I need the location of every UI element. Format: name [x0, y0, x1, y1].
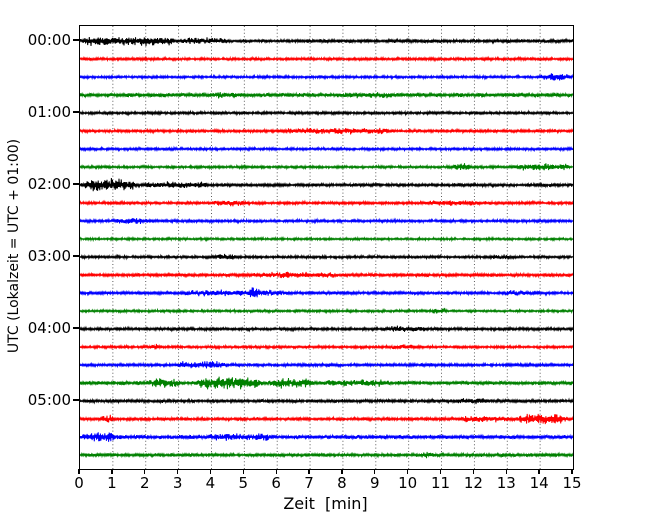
trace-03:30 — [80, 287, 573, 298]
x-tick-12 — [472, 469, 475, 474]
x-tick-9 — [374, 469, 376, 474]
trace-04:45 — [80, 376, 573, 390]
x-tick-0 — [78, 469, 80, 474]
x-tick-6 — [275, 469, 277, 474]
y-tick-03:00 — [73, 255, 79, 257]
x-tick-11 — [439, 469, 442, 474]
x-tick-2 — [144, 469, 146, 474]
x-tick-label-8: 8 — [337, 474, 347, 492]
trace-02:30 — [80, 217, 573, 225]
y-hour-label-02:00: 02:00 — [27, 175, 71, 193]
trace-00:45 — [80, 91, 573, 99]
trace-01:00 — [80, 109, 573, 117]
trace-03:45 — [80, 307, 573, 315]
y-hour-label-01:00: 01:00 — [27, 103, 71, 121]
seismogram-traces — [80, 26, 573, 469]
y-hour-label-00:00: 00:00 — [27, 31, 71, 49]
plot-area — [79, 25, 574, 470]
x-tick-label-4: 4 — [205, 474, 216, 492]
trace-00:30 — [80, 73, 573, 81]
x-tick-10 — [406, 469, 409, 474]
x-tick-label-13: 13 — [496, 474, 516, 492]
x-tick-label-6: 6 — [271, 474, 281, 492]
x-tick-5 — [242, 469, 245, 474]
trace-01:45 — [80, 163, 573, 171]
x-tick-label-14: 14 — [529, 474, 549, 492]
x-tick-4 — [209, 469, 212, 474]
x-tick-8 — [341, 469, 343, 474]
x-tick-label-9: 9 — [370, 474, 380, 492]
x-tick-label-5: 5 — [238, 474, 249, 492]
trace-04:30 — [80, 361, 573, 369]
y-tick-05:00 — [73, 399, 79, 401]
x-tick-label-7: 7 — [304, 474, 314, 492]
trace-04:00 — [80, 325, 573, 333]
y-hour-label-05:00: 05:00 — [27, 391, 71, 409]
trace-00:15 — [80, 55, 573, 63]
trace-02:00 — [80, 177, 573, 192]
x-tick-14 — [538, 469, 540, 474]
trace-01:15 — [80, 127, 573, 135]
trace-04:15 — [80, 343, 573, 351]
x-tick-label-2: 2 — [139, 474, 150, 492]
trace-03:15 — [80, 271, 573, 279]
trace-02:15 — [80, 199, 573, 207]
y-tick-01:00 — [73, 111, 79, 113]
x-tick-label-1: 1 — [107, 474, 117, 492]
y-tick-04:00 — [73, 327, 79, 329]
trace-00:00 — [80, 37, 573, 47]
x-tick-label-0: 0 — [74, 474, 84, 492]
x-tick-label-12: 12 — [463, 474, 483, 492]
trace-03:00 — [80, 253, 573, 261]
y-hour-label-04:00: 04:00 — [27, 319, 71, 337]
x-tick-1 — [111, 469, 113, 474]
x-tick-15 — [571, 469, 573, 474]
trace-02:45 — [80, 235, 573, 243]
x-tick-label-15: 15 — [562, 474, 582, 492]
x-axis-label: Zeit [min] — [283, 494, 368, 513]
trace-05:45 — [80, 451, 573, 459]
trace-05:00 — [80, 397, 573, 405]
x-tick-label-11: 11 — [430, 474, 451, 492]
y-tick-00:00 — [73, 39, 79, 41]
x-tick-label-3: 3 — [172, 474, 183, 492]
x-tick-7 — [308, 469, 310, 474]
x-tick-label-10: 10 — [398, 474, 418, 492]
y-axis-label: UTC (Lokalzeit = UTC + 01:00) — [6, 138, 22, 354]
x-tick-13 — [505, 469, 507, 474]
trace-01:30 — [80, 145, 573, 153]
y-hour-label-03:00: 03:00 — [27, 247, 71, 265]
y-tick-02:00 — [73, 183, 79, 185]
trace-05:15 — [80, 413, 573, 425]
trace-05:30 — [80, 432, 573, 442]
x-tick-3 — [176, 469, 179, 474]
